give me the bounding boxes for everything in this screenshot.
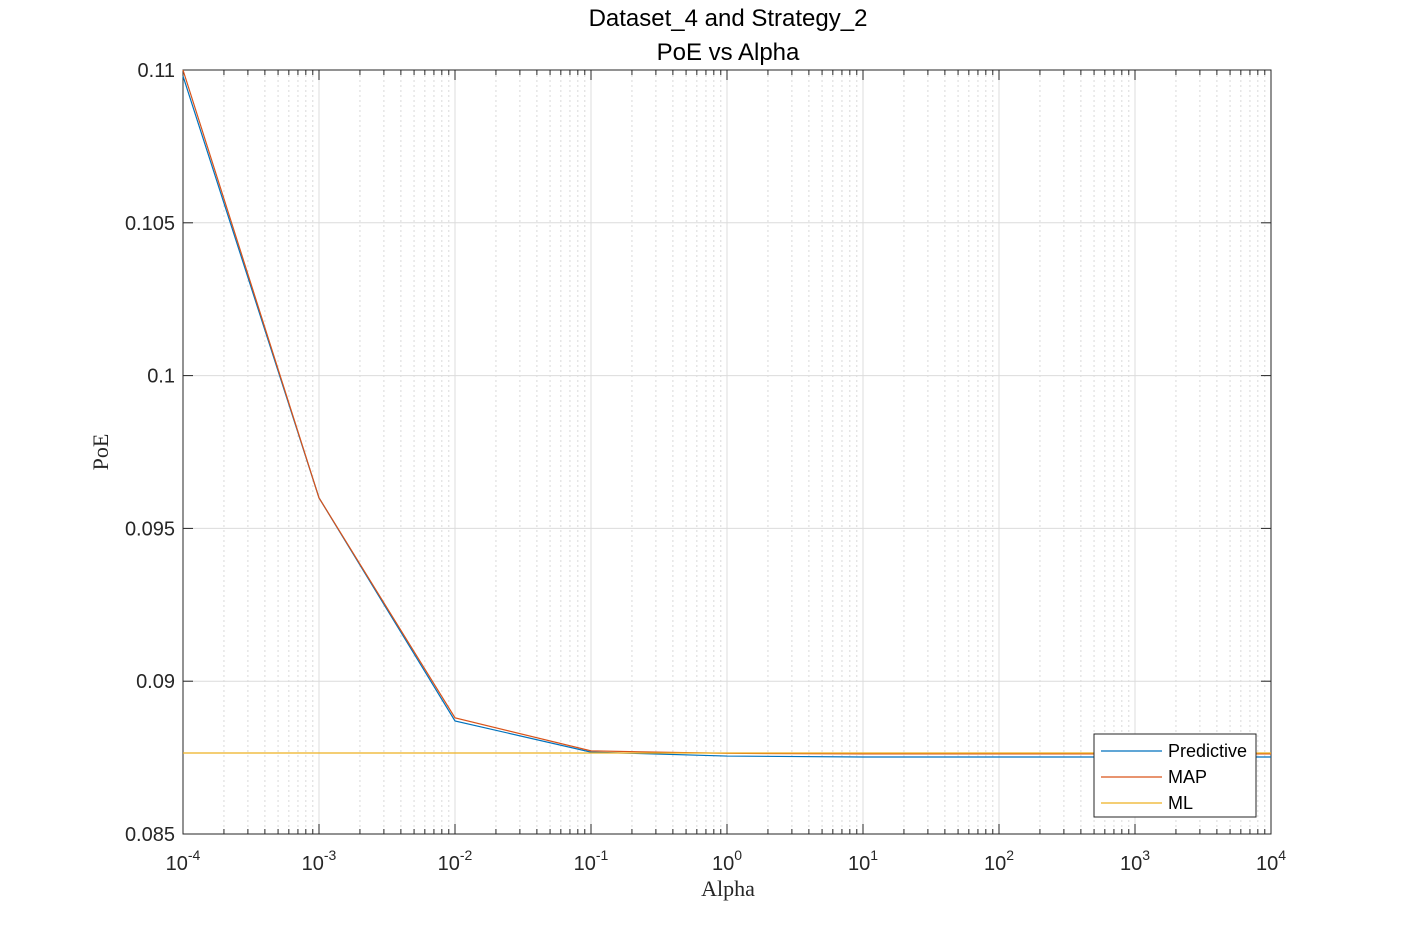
series-lines (182, 69, 1271, 758)
x-tick-label: 104 (1256, 847, 1286, 875)
x-tick-label: 10-1 (574, 847, 609, 875)
x-tick-label: 10-4 (166, 847, 201, 875)
legend-entry-predictive: Predictive (1168, 741, 1247, 761)
x-tick-label: 103 (1120, 847, 1150, 875)
y-tick-labels: 0.085 0.09 0.095 0.1 0.105 0.11 (125, 60, 175, 846)
chart-subtitle: PoE vs Alpha (657, 39, 800, 66)
x-tick-label: 102 (984, 847, 1014, 875)
chart-title: Dataset_4 and Strategy_2 (589, 5, 868, 32)
y-tick-label: 0.1 (147, 366, 175, 388)
grid (182, 69, 1272, 835)
legend-entry-map: MAP (1168, 767, 1207, 787)
x-tick-label: 100 (712, 847, 742, 875)
y-tick-label: 0.085 (125, 824, 175, 846)
y-tick-label: 0.11 (138, 60, 175, 82)
x-tick-labels: 10-4 10-3 10-2 10-1 100 101 102 103 104 (166, 847, 1287, 875)
x-tick-label: 101 (848, 847, 878, 875)
y-axis-label: PoE (88, 434, 113, 471)
legend-entry-ml: ML (1168, 793, 1193, 813)
x-tick-label: 10-2 (438, 847, 473, 875)
legend: Predictive MAP ML (1093, 733, 1257, 818)
y-tick-label: 0.095 (125, 518, 175, 540)
y-tick-label: 0.09 (136, 671, 175, 693)
y-tick-label: 0.105 (125, 213, 175, 235)
tick-marks (182, 69, 1272, 835)
x-axis-label: Alpha (701, 876, 755, 901)
x-tick-label: 10-3 (302, 847, 337, 875)
